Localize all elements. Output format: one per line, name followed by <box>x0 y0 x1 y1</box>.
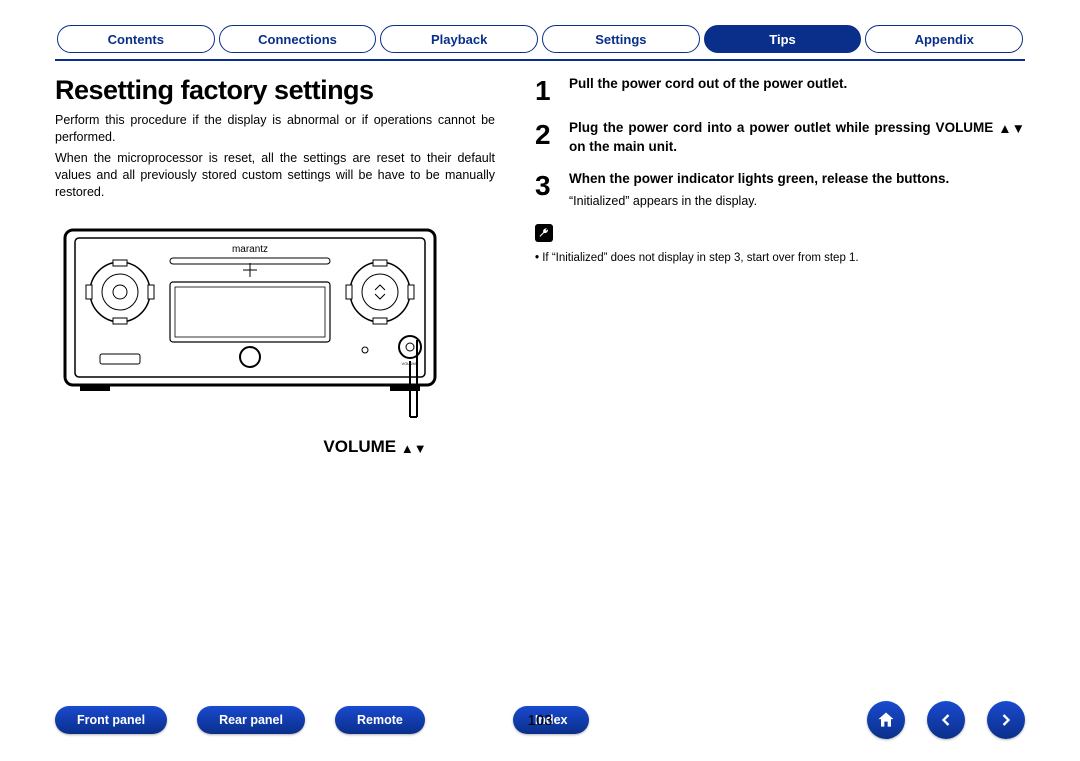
top-nav: Contents Connections Playback Settings T… <box>55 25 1025 53</box>
step-text: Plug the power cord into a power outlet … <box>569 119 1025 156</box>
tab-playback[interactable]: Playback <box>380 25 538 53</box>
step-1: 1 Pull the power cord out of the power o… <box>535 75 1025 105</box>
triangle-up-icon: ▲ <box>998 120 1011 138</box>
step-text: When the power indicator lights green, r… <box>569 170 1025 209</box>
button-label: Front panel <box>77 713 145 727</box>
tab-label: Appendix <box>915 32 974 47</box>
rear-panel-button[interactable]: Rear panel <box>197 706 305 734</box>
wrench-icon <box>535 224 553 242</box>
step-text-post: on the main unit. <box>569 139 677 154</box>
volume-callout: VOLUME ▲▼ <box>295 437 455 457</box>
intro-para-2: When the microprocessor is reset, all th… <box>55 150 495 201</box>
step-number: 1 <box>535 75 569 105</box>
front-panel-button[interactable]: Front panel <box>55 706 167 734</box>
prev-button[interactable] <box>927 701 965 739</box>
tab-label: Connections <box>258 32 337 47</box>
home-button[interactable] <box>867 701 905 739</box>
tab-label: Contents <box>108 32 164 47</box>
note-row <box>535 224 1025 242</box>
step-3: 3 When the power indicator lights green,… <box>535 170 1025 209</box>
step-2: 2 Plug the power cord into a power outle… <box>535 119 1025 156</box>
button-label: Rear panel <box>219 713 283 727</box>
arrow-right-icon <box>996 710 1016 730</box>
device-illustration: marantz <box>55 222 455 422</box>
tab-tips[interactable]: Tips <box>704 25 862 53</box>
intro-para-1: Perform this procedure if the display is… <box>55 112 495 146</box>
tab-label: Tips <box>769 32 796 47</box>
volume-label: VOLUME <box>323 437 396 456</box>
triangle-down-icon: ▼ <box>414 441 427 456</box>
tab-settings[interactable]: Settings <box>542 25 700 53</box>
tab-appendix[interactable]: Appendix <box>865 25 1023 53</box>
tab-contents[interactable]: Contents <box>57 25 215 53</box>
step-text: Pull the power cord out of the power out… <box>569 75 1025 105</box>
triangle-up-icon: ▲ <box>401 441 414 456</box>
tab-connections[interactable]: Connections <box>219 25 377 53</box>
tab-label: Settings <box>595 32 646 47</box>
tab-label: Playback <box>431 32 487 47</box>
home-icon <box>876 710 896 730</box>
next-button[interactable] <box>987 701 1025 739</box>
step-number: 3 <box>535 170 569 209</box>
step-text-pre: Plug the power cord into a power outlet … <box>569 120 998 135</box>
footer: Front panel Rear panel Remote 103 Index <box>55 701 1025 739</box>
note-text: If “Initialized” does not display in ste… <box>535 252 1025 264</box>
page-number: 103 <box>527 712 552 729</box>
step-number: 2 <box>535 119 569 156</box>
triangle-down-icon: ▼ <box>1012 120 1025 138</box>
step-subtext: “Initialized” appears in the display. <box>569 193 1025 210</box>
step-text-main: When the power indicator lights green, r… <box>569 171 949 186</box>
brand-label: marantz <box>232 244 268 255</box>
arrow-left-icon <box>936 710 956 730</box>
button-label: Remote <box>357 713 403 727</box>
remote-button[interactable]: Remote <box>335 706 425 734</box>
nav-divider <box>55 59 1025 61</box>
page-title: Resetting factory settings <box>55 75 495 106</box>
